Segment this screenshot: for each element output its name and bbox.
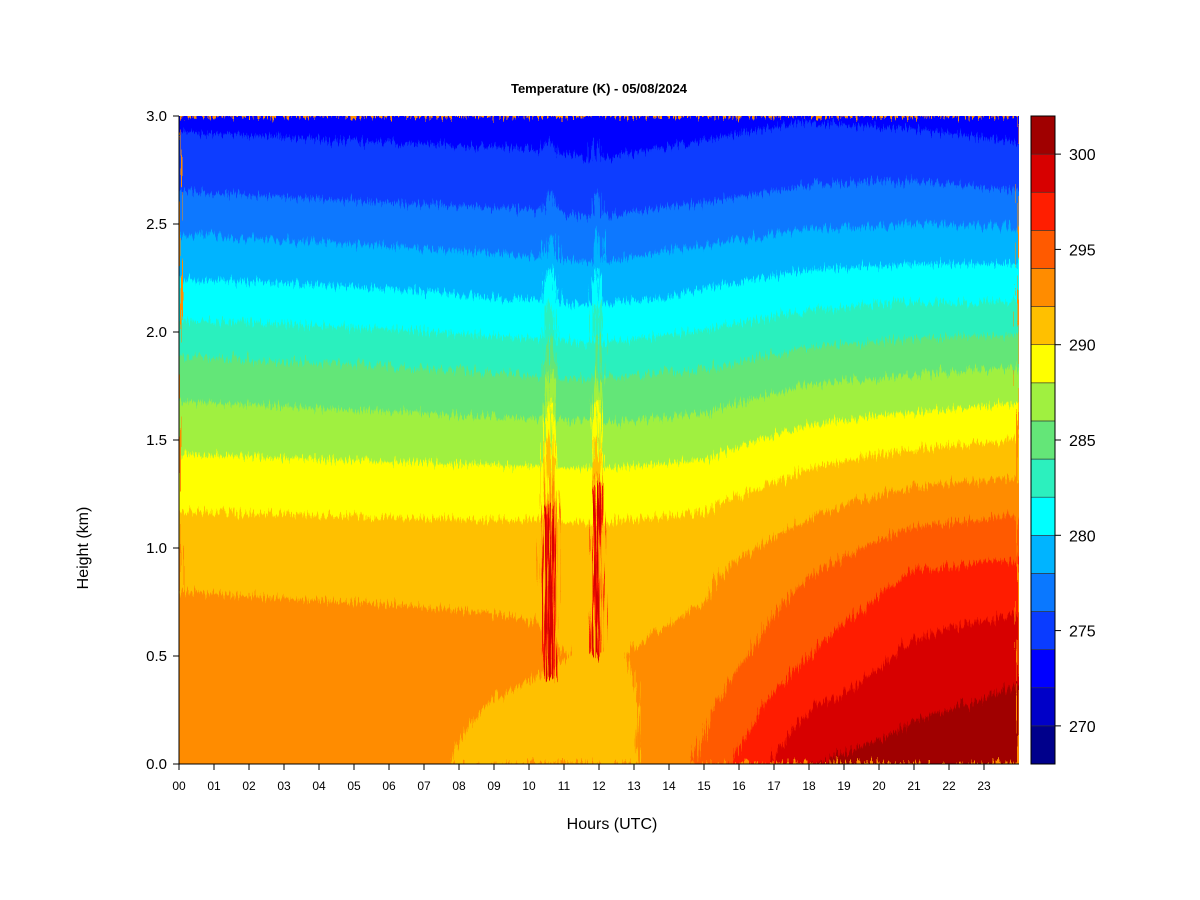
- x-tick-label: 01: [207, 779, 221, 793]
- colorbar-tick-label: 270: [1069, 719, 1096, 736]
- colorbar-swatch: [1030, 458, 1056, 498]
- colorbar-swatch: [1030, 649, 1056, 689]
- x-tick-label: 16: [732, 779, 746, 793]
- x-tick-label: 14: [662, 779, 676, 793]
- x-tick-label: 19: [837, 779, 851, 793]
- y-tick-label: 2.0: [146, 324, 167, 341]
- y-tick-label: 1.0: [146, 540, 167, 557]
- x-tick-label: 03: [277, 779, 291, 793]
- x-axis-label: Hours (UTC): [567, 816, 658, 833]
- x-tick-label: 13: [627, 779, 641, 793]
- x-tick-label: 04: [312, 779, 326, 793]
- colorbar-tick-label: 300: [1069, 147, 1096, 164]
- colorbar-swatch: [1030, 534, 1056, 574]
- x-tick-label: 15: [697, 779, 711, 793]
- x-tick-label: 10: [522, 779, 536, 793]
- x-tick-label: 07: [417, 779, 431, 793]
- x-tick-label: 05: [347, 779, 361, 793]
- colorbar-swatch: [1030, 687, 1056, 727]
- colorbar-swatch: [1030, 268, 1056, 307]
- colorbar-swatch: [1030, 420, 1056, 460]
- x-tick-label: 18: [802, 779, 816, 793]
- y-tick-label: 0.0: [146, 756, 167, 773]
- colorbar-swatch: [1030, 344, 1056, 384]
- colorbar-swatch: [1030, 725, 1056, 765]
- x-tick-label: 09: [487, 779, 501, 793]
- x-tick-label: 00: [172, 779, 186, 793]
- colorbar-swatch: [1030, 611, 1056, 650]
- colorbar-swatch: [1030, 496, 1056, 536]
- colorbar-tick-label: 290: [1069, 338, 1096, 355]
- y-tick-label: 3.0: [146, 108, 167, 125]
- colorbar-tick-label: 285: [1069, 433, 1096, 450]
- colorbar-swatch: [1030, 153, 1056, 193]
- colorbar-tick-label: 280: [1069, 528, 1096, 545]
- x-tick-label: 22: [942, 779, 956, 793]
- colorbar-swatch: [1030, 230, 1056, 269]
- colorbar-swatch: [1030, 382, 1056, 422]
- x-tick-label: 06: [382, 779, 396, 793]
- colorbar-tick-label: 295: [1069, 242, 1096, 259]
- colorbar-swatch: [1030, 573, 1056, 612]
- colorbar-swatch: [1030, 306, 1056, 346]
- y-tick-label: 1.5: [146, 432, 167, 449]
- x-tick-label: 02: [242, 779, 256, 793]
- x-tick-label: 20: [872, 779, 886, 793]
- colorbar: 270 275 280 285 290 295 300: [1030, 115, 1096, 765]
- x-axis: 00 01 02 03 04 05 06 07 08 09 10 11 12 13 14 15 16 17 18 19…: [172, 763, 1019, 793]
- x-tick-label: 12: [592, 779, 606, 793]
- colorbar-swatch: [1030, 191, 1056, 231]
- colorbar-swatch: [1030, 115, 1056, 155]
- x-tick-label: 21: [907, 779, 921, 793]
- x-tick-label: 08: [452, 779, 466, 793]
- y-tick-label: 0.5: [146, 648, 167, 665]
- x-tick-label: 23: [977, 779, 991, 793]
- y-axis: 0.0 0.5 1.0 1.5 2.0 2.5 3.0: [146, 108, 180, 773]
- heatmap-raster: [179, 116, 1019, 764]
- chart-title: Temperature (K) - 05/08/2024: [511, 81, 688, 96]
- y-tick-label: 2.5: [146, 216, 167, 233]
- x-tick-label: 11: [558, 779, 571, 793]
- x-tick-label: 17: [767, 779, 781, 793]
- y-axis-label: Height (km): [75, 507, 92, 590]
- colorbar-tick-label: 275: [1069, 624, 1096, 641]
- plot-area: [179, 116, 1019, 764]
